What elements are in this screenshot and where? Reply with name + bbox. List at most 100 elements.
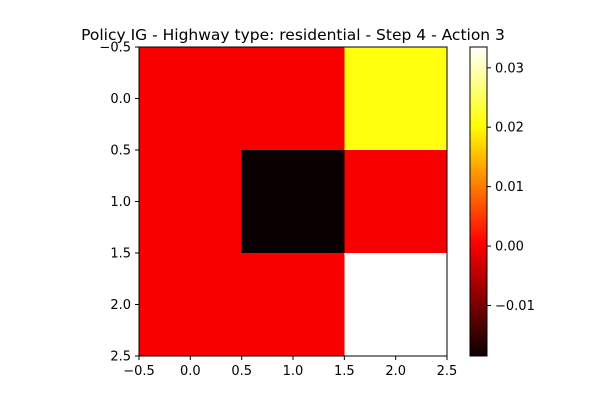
colorbar-segment [470,317,487,321]
colorbar-segment [470,103,487,107]
colorbar-segment [470,67,487,71]
x-tick-label: 2.5 [437,364,458,379]
colorbar-segment [470,90,487,94]
colorbar-segment [470,211,487,215]
colorbar-segment [470,180,487,185]
colorbar: −0.01 0.00 0.01 0.02 0.03 [469,46,535,357]
colorbar-segment [470,209,487,213]
colorbar-segment [470,337,487,342]
colorbar-segment [470,227,487,231]
colorbar-segment [470,178,487,182]
x-tick-label: 0.0 [180,364,201,379]
x-tick-label: 2.0 [385,364,406,379]
colorbar-segment [470,98,487,102]
colorbar-segment [470,234,487,239]
colorbar-segment [470,319,487,324]
colorbar-segment [470,219,487,223]
x-tick-label: −0.5 [123,364,155,379]
colorbar-tick-label: 0.03 [495,61,524,76]
colorbar-segment [470,57,487,61]
colorbar-segment [470,108,487,112]
colorbar-segment [470,255,487,259]
colorbar-segment [470,59,487,64]
colorbar-segment [470,157,487,161]
colorbar-segment [470,222,487,226]
colorbar-segment [470,144,487,149]
colorbar-segment [470,72,487,76]
heatmap-cell-r0-c2 [344,47,448,151]
colorbar-segment [470,198,487,203]
colorbar-segment [470,296,487,300]
y-tick-label: 1.5 [110,247,131,262]
y-tick-label: 0.0 [110,92,131,107]
colorbar-segment [470,95,487,100]
colorbar-segment [470,131,487,136]
colorbar-segment [470,229,487,233]
colorbar-segment [470,65,487,69]
colorbar-segment [470,258,487,262]
colorbar-segment [470,232,487,236]
colorbar-segment [470,142,487,146]
y-tick-label: 2.5 [110,350,131,365]
colorbar-segment [470,52,487,56]
colorbar-segment [470,250,487,254]
colorbar-segment [470,304,487,308]
heatmap-cell-r2-c1 [241,253,345,357]
colorbar-segment [470,271,487,275]
colorbar-segment [470,70,487,74]
colorbar-segment [470,245,487,249]
colorbar-segment [470,129,487,133]
colorbar-segment [470,289,487,293]
colorbar-segment [470,276,487,280]
colorbar-segment [470,168,487,172]
colorbar-segment [470,77,487,82]
colorbar-segment [470,260,487,264]
colorbar-segment [470,330,487,334]
colorbar-frame [469,46,488,357]
colorbar-segment [470,113,487,118]
colorbar-segment [470,62,487,66]
colorbar-segment [470,116,487,120]
heatmap-cell-r2-c0 [139,253,243,357]
colorbar-segment [470,240,487,244]
colorbar-segment [470,263,487,267]
colorbar-segment [470,299,487,303]
colorbar-tick-label: 0.02 [495,121,524,136]
y-tick-label: 2.0 [110,298,131,313]
colorbar-segment [470,327,487,331]
heatmap-cell-r1-c1 [241,150,345,254]
colorbar-segment [470,170,487,174]
x-tick-label: 0.5 [231,364,252,379]
x-axis: −0.5 0.0 0.5 1.0 1.5 2.0 2.5 [123,356,457,379]
colorbar-segment [470,54,487,58]
colorbar-segment [470,204,487,208]
colorbar-segment [470,83,487,87]
colorbar-segment [470,191,487,195]
colorbar-segment [470,137,487,141]
x-tick-label: 1.0 [283,364,304,379]
heatmap-cell-r1-c0 [139,150,243,254]
colorbar-segment [470,332,487,336]
colorbar-segment [470,101,487,105]
colorbar-segment [470,93,487,97]
colorbar-segment [470,126,487,130]
colorbar-segment [470,312,487,316]
heatmap-cell-r2-c2 [344,253,448,357]
colorbar-segment [470,188,487,192]
colorbar-segment [470,80,487,84]
colorbar-segment [470,152,487,156]
colorbar-segment [470,47,487,51]
plot-area [138,46,448,357]
colorbar-segment [470,162,487,167]
colorbar-segment [470,134,487,138]
colorbar-segment [470,350,487,355]
colorbar-segment [470,49,487,53]
colorbar-segment [470,111,487,115]
colorbar-segment [470,237,487,241]
colorbar-segment [470,265,487,270]
heatmap-cell-r1-c2 [344,150,448,254]
colorbar-segment [470,201,487,205]
colorbar-segment [470,353,487,357]
colorbar-segment [470,307,487,311]
